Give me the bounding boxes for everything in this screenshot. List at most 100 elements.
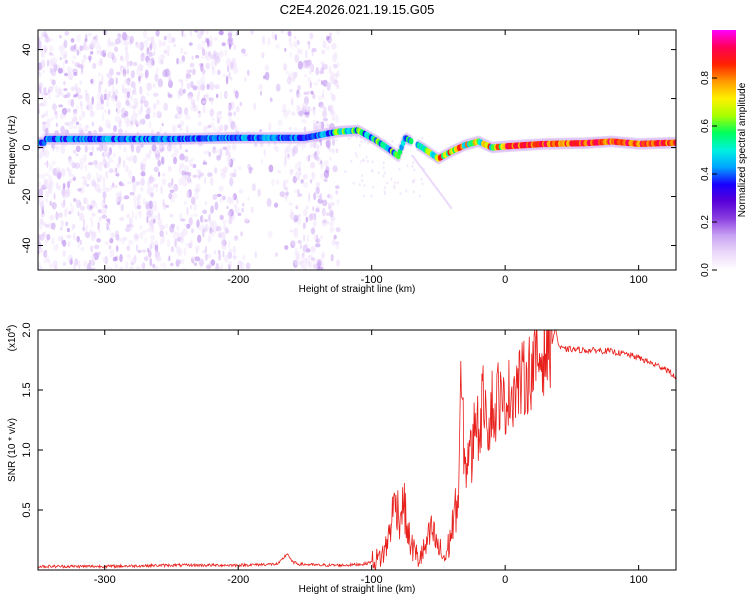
noise-speckle bbox=[137, 249, 142, 254]
noise-speckle bbox=[142, 229, 147, 235]
noise-speckle bbox=[227, 241, 231, 248]
noise-speckle bbox=[277, 119, 283, 126]
noise-speckle bbox=[163, 35, 167, 41]
noise-speckle bbox=[264, 64, 270, 71]
noise-speckle bbox=[187, 175, 191, 185]
noise-speckle bbox=[305, 61, 311, 70]
noise-speckle bbox=[122, 236, 128, 241]
noise-speckle bbox=[98, 143, 104, 152]
noise-speckle bbox=[60, 227, 63, 231]
noise-speckle bbox=[163, 102, 169, 111]
noise-speckle bbox=[420, 177, 423, 181]
noise-speckle bbox=[201, 55, 204, 59]
noise-speckle bbox=[316, 258, 322, 268]
noise-speckle bbox=[354, 152, 357, 156]
noise-speckle bbox=[179, 127, 183, 132]
noise-speckle bbox=[90, 255, 95, 262]
noise-speckle bbox=[84, 38, 88, 42]
chart-title: C2E4.2026.021.19.15.G05 bbox=[280, 2, 435, 17]
noise-speckle bbox=[45, 109, 49, 118]
noise-speckle bbox=[145, 228, 151, 232]
noise-speckle bbox=[190, 103, 195, 112]
noise-speckle bbox=[118, 156, 122, 165]
spectrogram-x-label: Height of straight line (km) bbox=[299, 284, 416, 295]
noise-speckle bbox=[170, 246, 174, 253]
noise-speckle bbox=[221, 42, 226, 47]
noise-speckle bbox=[140, 177, 145, 186]
noise-speckle bbox=[90, 51, 94, 55]
noise-speckle bbox=[177, 231, 181, 238]
noise-speckle bbox=[312, 264, 317, 269]
noise-speckle bbox=[313, 192, 317, 201]
noise-speckle bbox=[293, 35, 297, 40]
noise-speckle bbox=[326, 212, 330, 216]
noise-speckle bbox=[179, 235, 185, 244]
noise-speckle bbox=[268, 122, 272, 131]
noise-speckle bbox=[124, 110, 129, 118]
noise-speckle bbox=[75, 153, 79, 157]
noise-speckle bbox=[171, 223, 176, 228]
noise-speckle bbox=[125, 260, 129, 270]
noise-speckle bbox=[224, 227, 229, 235]
noise-speckle bbox=[125, 48, 128, 55]
noise-speckle bbox=[68, 159, 74, 166]
noise-speckle bbox=[55, 182, 59, 190]
noise-speckle bbox=[330, 254, 334, 262]
noise-speckle bbox=[157, 159, 161, 167]
noise-speckle bbox=[113, 168, 117, 174]
noise-speckle bbox=[168, 70, 172, 78]
noise-speckle bbox=[177, 124, 182, 129]
noise-speckle bbox=[158, 171, 161, 177]
noise-speckle bbox=[203, 219, 208, 223]
noise-speckle bbox=[180, 218, 186, 222]
noise-speckle bbox=[297, 214, 301, 218]
noise-speckle bbox=[312, 220, 317, 228]
noise-speckle bbox=[153, 103, 157, 110]
noise-speckle bbox=[171, 37, 176, 43]
noise-speckle bbox=[321, 262, 324, 267]
noise-speckle bbox=[80, 110, 84, 119]
noise-speckle bbox=[138, 108, 143, 116]
noise-speckle bbox=[309, 70, 312, 75]
noise-speckle bbox=[237, 206, 240, 215]
noise-speckle bbox=[96, 238, 101, 243]
noise-speckle bbox=[311, 172, 316, 180]
noise-speckle bbox=[85, 93, 90, 102]
noise-speckle bbox=[197, 174, 201, 178]
noise-speckle bbox=[196, 219, 200, 228]
noise-speckle bbox=[51, 79, 56, 86]
noise-speckle bbox=[194, 213, 198, 217]
noise-speckle bbox=[51, 202, 57, 210]
noise-speckle bbox=[84, 145, 88, 153]
noise-speckle bbox=[161, 123, 164, 127]
noise-speckle bbox=[89, 110, 95, 118]
snr-line bbox=[38, 330, 676, 570]
noise-speckle bbox=[284, 159, 287, 165]
noise-speckle bbox=[360, 160, 363, 164]
noise-speckle bbox=[159, 54, 165, 58]
noise-speckle bbox=[289, 229, 293, 233]
noise-speckle bbox=[91, 144, 94, 153]
noise-speckle bbox=[133, 113, 139, 117]
noise-speckle bbox=[145, 152, 150, 159]
noise-speckle bbox=[291, 77, 296, 82]
noise-speckle bbox=[38, 71, 42, 78]
noise-speckle bbox=[146, 210, 152, 218]
noise-speckle bbox=[60, 125, 65, 135]
noise-speckle bbox=[45, 197, 49, 203]
noise-speckle bbox=[146, 82, 152, 91]
noise-speckle bbox=[130, 70, 135, 79]
noise-speckle bbox=[371, 160, 374, 164]
noise-speckle bbox=[130, 120, 133, 125]
noise-speckle bbox=[105, 222, 110, 228]
noise-speckle bbox=[307, 41, 311, 45]
noise-speckle bbox=[287, 153, 290, 158]
noise-speckle bbox=[40, 266, 43, 270]
x-tick-label: 0 bbox=[502, 574, 508, 586]
noise-speckle bbox=[412, 161, 415, 165]
noise-speckle bbox=[175, 259, 180, 268]
noise-speckle bbox=[288, 126, 292, 131]
noise-speckle bbox=[160, 238, 163, 246]
noise-speckle bbox=[114, 263, 119, 269]
noise-speckle bbox=[127, 169, 132, 179]
